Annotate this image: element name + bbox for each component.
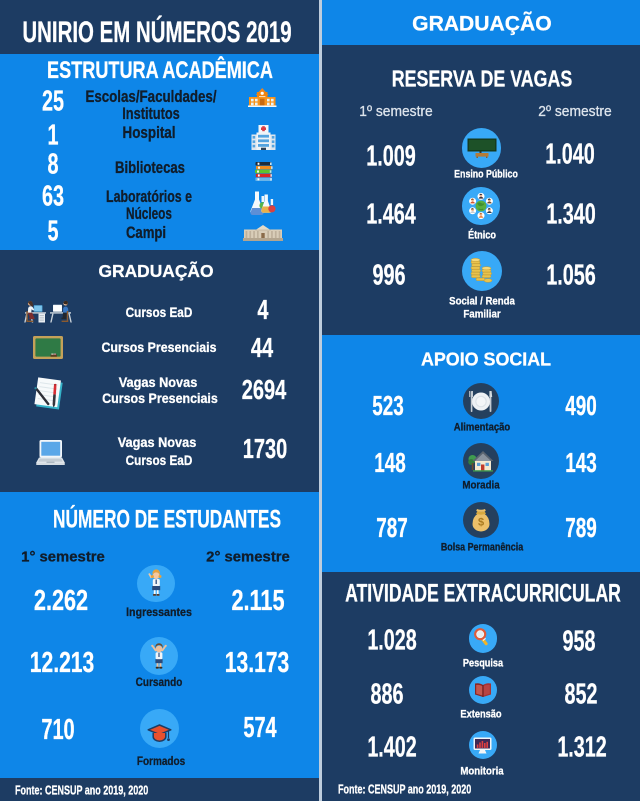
svg-text:$: $	[478, 517, 484, 529]
